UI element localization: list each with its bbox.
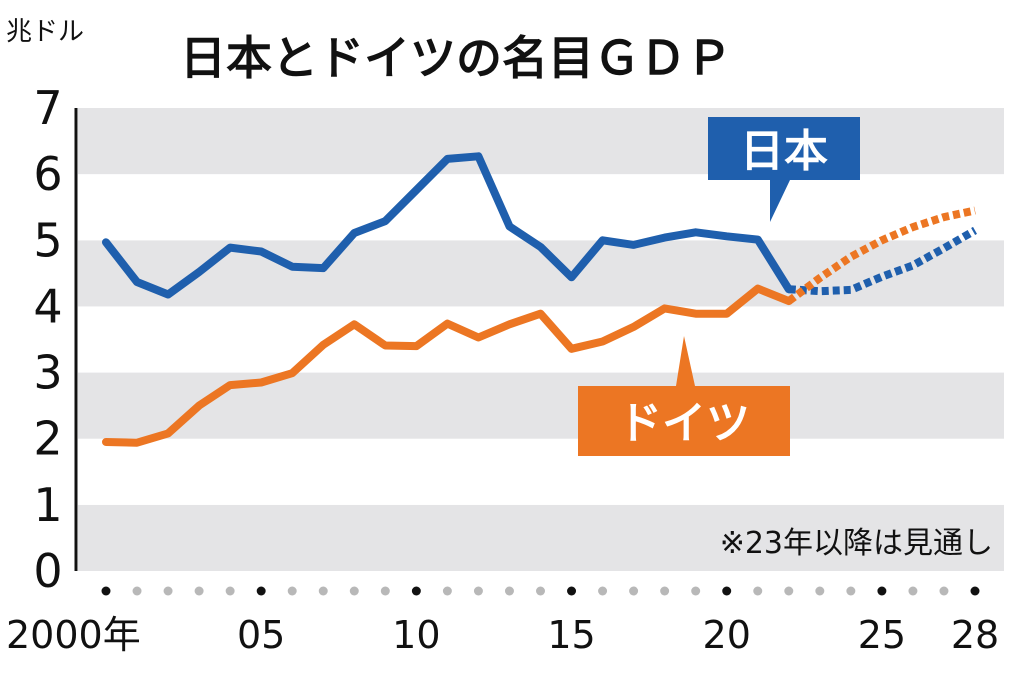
series-line-0 bbox=[102, 152, 793, 299]
grid-bands bbox=[78, 108, 1004, 571]
x-axis-dot bbox=[722, 586, 732, 596]
y-axis-unit: 兆ドル bbox=[6, 17, 84, 47]
x-axis-dot bbox=[908, 586, 918, 596]
y-tick-label: 7 bbox=[33, 81, 62, 135]
series-lines bbox=[102, 152, 977, 447]
x-axis-dot bbox=[504, 586, 514, 596]
x-axis-dot bbox=[349, 586, 359, 596]
chart-title: 日本とドイツの名目ＧＤＰ bbox=[180, 31, 732, 85]
x-tick-label: 15 bbox=[547, 613, 595, 657]
y-tick-label: 0 bbox=[33, 544, 62, 598]
y-tick-label: 5 bbox=[33, 213, 62, 267]
x-tick-labels: 2000年 05 10 15 20 25 28 bbox=[6, 613, 999, 657]
forecast-note: ※23年以降は見通し bbox=[720, 526, 993, 561]
y-tick-label: 1 bbox=[33, 478, 62, 532]
x-axis-dot bbox=[132, 586, 142, 596]
x-axis-dot bbox=[660, 586, 670, 596]
x-axis-dot bbox=[753, 586, 763, 596]
japan-callout-box bbox=[708, 117, 860, 222]
x-axis-dot bbox=[536, 586, 545, 596]
y-tick-label: 6 bbox=[33, 147, 62, 201]
x-axis-dot bbox=[970, 586, 980, 596]
x-axis-dot bbox=[877, 586, 887, 596]
x-axis-dot bbox=[442, 586, 452, 596]
series-line-1 bbox=[102, 284, 793, 447]
x-axis-dot bbox=[846, 586, 856, 596]
x-axis-dot bbox=[256, 586, 266, 596]
x-tick-label: 20 bbox=[703, 613, 751, 657]
x-axis-dot bbox=[473, 586, 483, 596]
x-axis-dot bbox=[598, 586, 608, 596]
x-axis-dot bbox=[815, 586, 825, 596]
germany-callout: ドイツ bbox=[578, 336, 790, 456]
x-axis-dot bbox=[194, 586, 204, 596]
x-tick-label: 25 bbox=[858, 613, 906, 657]
x-axis-dot bbox=[411, 586, 421, 596]
x-axis-dot bbox=[629, 586, 639, 596]
x-axis-dot bbox=[225, 586, 235, 596]
germany-series-label: ドイツ bbox=[618, 398, 750, 449]
x-axis-dot bbox=[163, 586, 173, 596]
japan-callout: 日本 bbox=[708, 117, 860, 222]
y-tick-label: 3 bbox=[33, 346, 62, 400]
x-axis-dot bbox=[101, 586, 111, 596]
y-tick-label: 4 bbox=[33, 279, 62, 333]
y-tick-label: 2 bbox=[33, 412, 62, 466]
y-tick-labels: 0 1 2 3 4 5 6 7 bbox=[33, 81, 62, 598]
x-axis-dot bbox=[287, 586, 297, 596]
germany-callout-box bbox=[578, 336, 790, 456]
x-tick-label: 28 bbox=[951, 613, 999, 657]
series-forecast-line-1 bbox=[786, 206, 976, 305]
x-axis-dot bbox=[939, 586, 949, 596]
x-axis-dot bbox=[691, 586, 701, 596]
x-axis-dot bbox=[784, 586, 794, 596]
japan-series-label: 日本 bbox=[740, 126, 828, 177]
x-tick-label: 10 bbox=[392, 613, 440, 657]
grid-band bbox=[78, 504, 1004, 571]
x-axis-dots bbox=[101, 586, 980, 596]
x-axis-dot bbox=[318, 586, 328, 596]
grid-band bbox=[78, 438, 1004, 505]
x-tick-label: 05 bbox=[237, 613, 285, 657]
x-tick-label: 2000年 bbox=[6, 613, 141, 657]
x-axis-dot bbox=[380, 586, 390, 596]
grid-band bbox=[78, 108, 1004, 175]
x-axis-dot bbox=[567, 586, 577, 596]
grid-band bbox=[78, 174, 1004, 241]
grid-band bbox=[78, 372, 1004, 439]
